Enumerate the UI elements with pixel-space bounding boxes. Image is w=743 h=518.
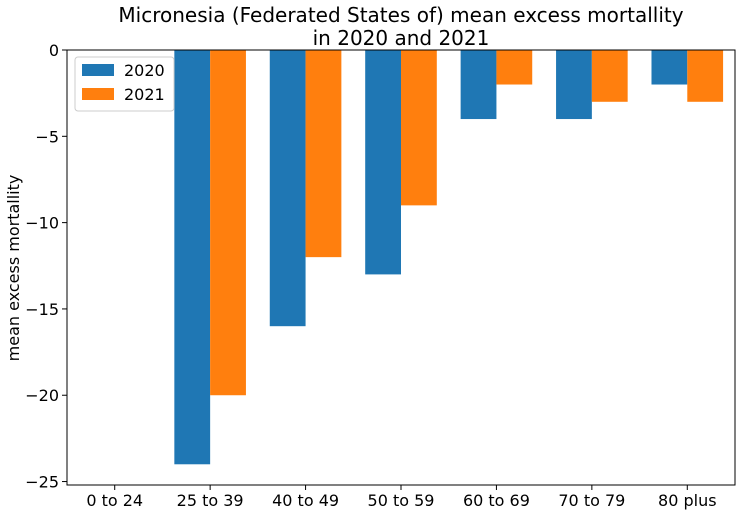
y-axis-ticks: 0 −5 −10 −15 −20 −25 (25, 41, 67, 492)
legend-label-2020: 2020 (124, 61, 165, 80)
legend-swatch-2020 (82, 64, 114, 76)
bar-2021-25-to-39 (210, 50, 246, 396)
bars-group (174, 50, 724, 465)
x-tick-label: 80 plus (658, 491, 717, 510)
bar-2020-25-to-39 (174, 50, 211, 465)
x-tick-label: 70 to 79 (558, 491, 625, 510)
bar-2021-60-to-69 (496, 50, 533, 85)
bar-2020-40-to-49 (269, 50, 306, 327)
y-axis-label: mean excess mortallity (4, 175, 23, 362)
bar-2021-50-to-59 (401, 50, 437, 206)
x-tick-label: 40 to 49 (272, 491, 339, 510)
bar-2021-40-to-49 (305, 50, 342, 258)
y-tick-label: −5 (35, 127, 59, 146)
legend-swatch-2021 (82, 88, 114, 100)
x-tick-label: 25 to 39 (177, 491, 244, 510)
y-tick-label: −10 (25, 214, 59, 233)
legend-label-2021: 2021 (124, 85, 165, 104)
plot-frame (66, 49, 736, 486)
y-tick-label: −25 (25, 473, 59, 492)
x-axis-ticks: 0 to 24 25 to 39 40 to 49 50 to 59 60 to 69 7… (86, 485, 717, 510)
bar-2020-80-plus (651, 50, 688, 85)
x-tick-label: 50 to 59 (368, 491, 435, 510)
chart-title-line1: Micronesia (Federated States of) mean ex… (118, 3, 683, 27)
bar-2021-80-plus (687, 50, 724, 102)
legend: 2020 2021 (74, 56, 175, 112)
y-tick-label: −15 (25, 300, 59, 319)
y-tick-label: 0 (49, 41, 59, 60)
bar-2021-70-to-79 (591, 50, 628, 102)
bar-2020-50-to-59 (365, 50, 401, 275)
bar-2020-70-to-79 (556, 50, 592, 120)
x-tick-label: 0 to 24 (86, 491, 143, 510)
bar-2020-60-to-69 (460, 50, 497, 120)
chart-title-line2: in 2020 and 2021 (313, 26, 490, 50)
x-tick-label: 60 to 69 (463, 491, 530, 510)
y-tick-label: −20 (25, 386, 59, 405)
